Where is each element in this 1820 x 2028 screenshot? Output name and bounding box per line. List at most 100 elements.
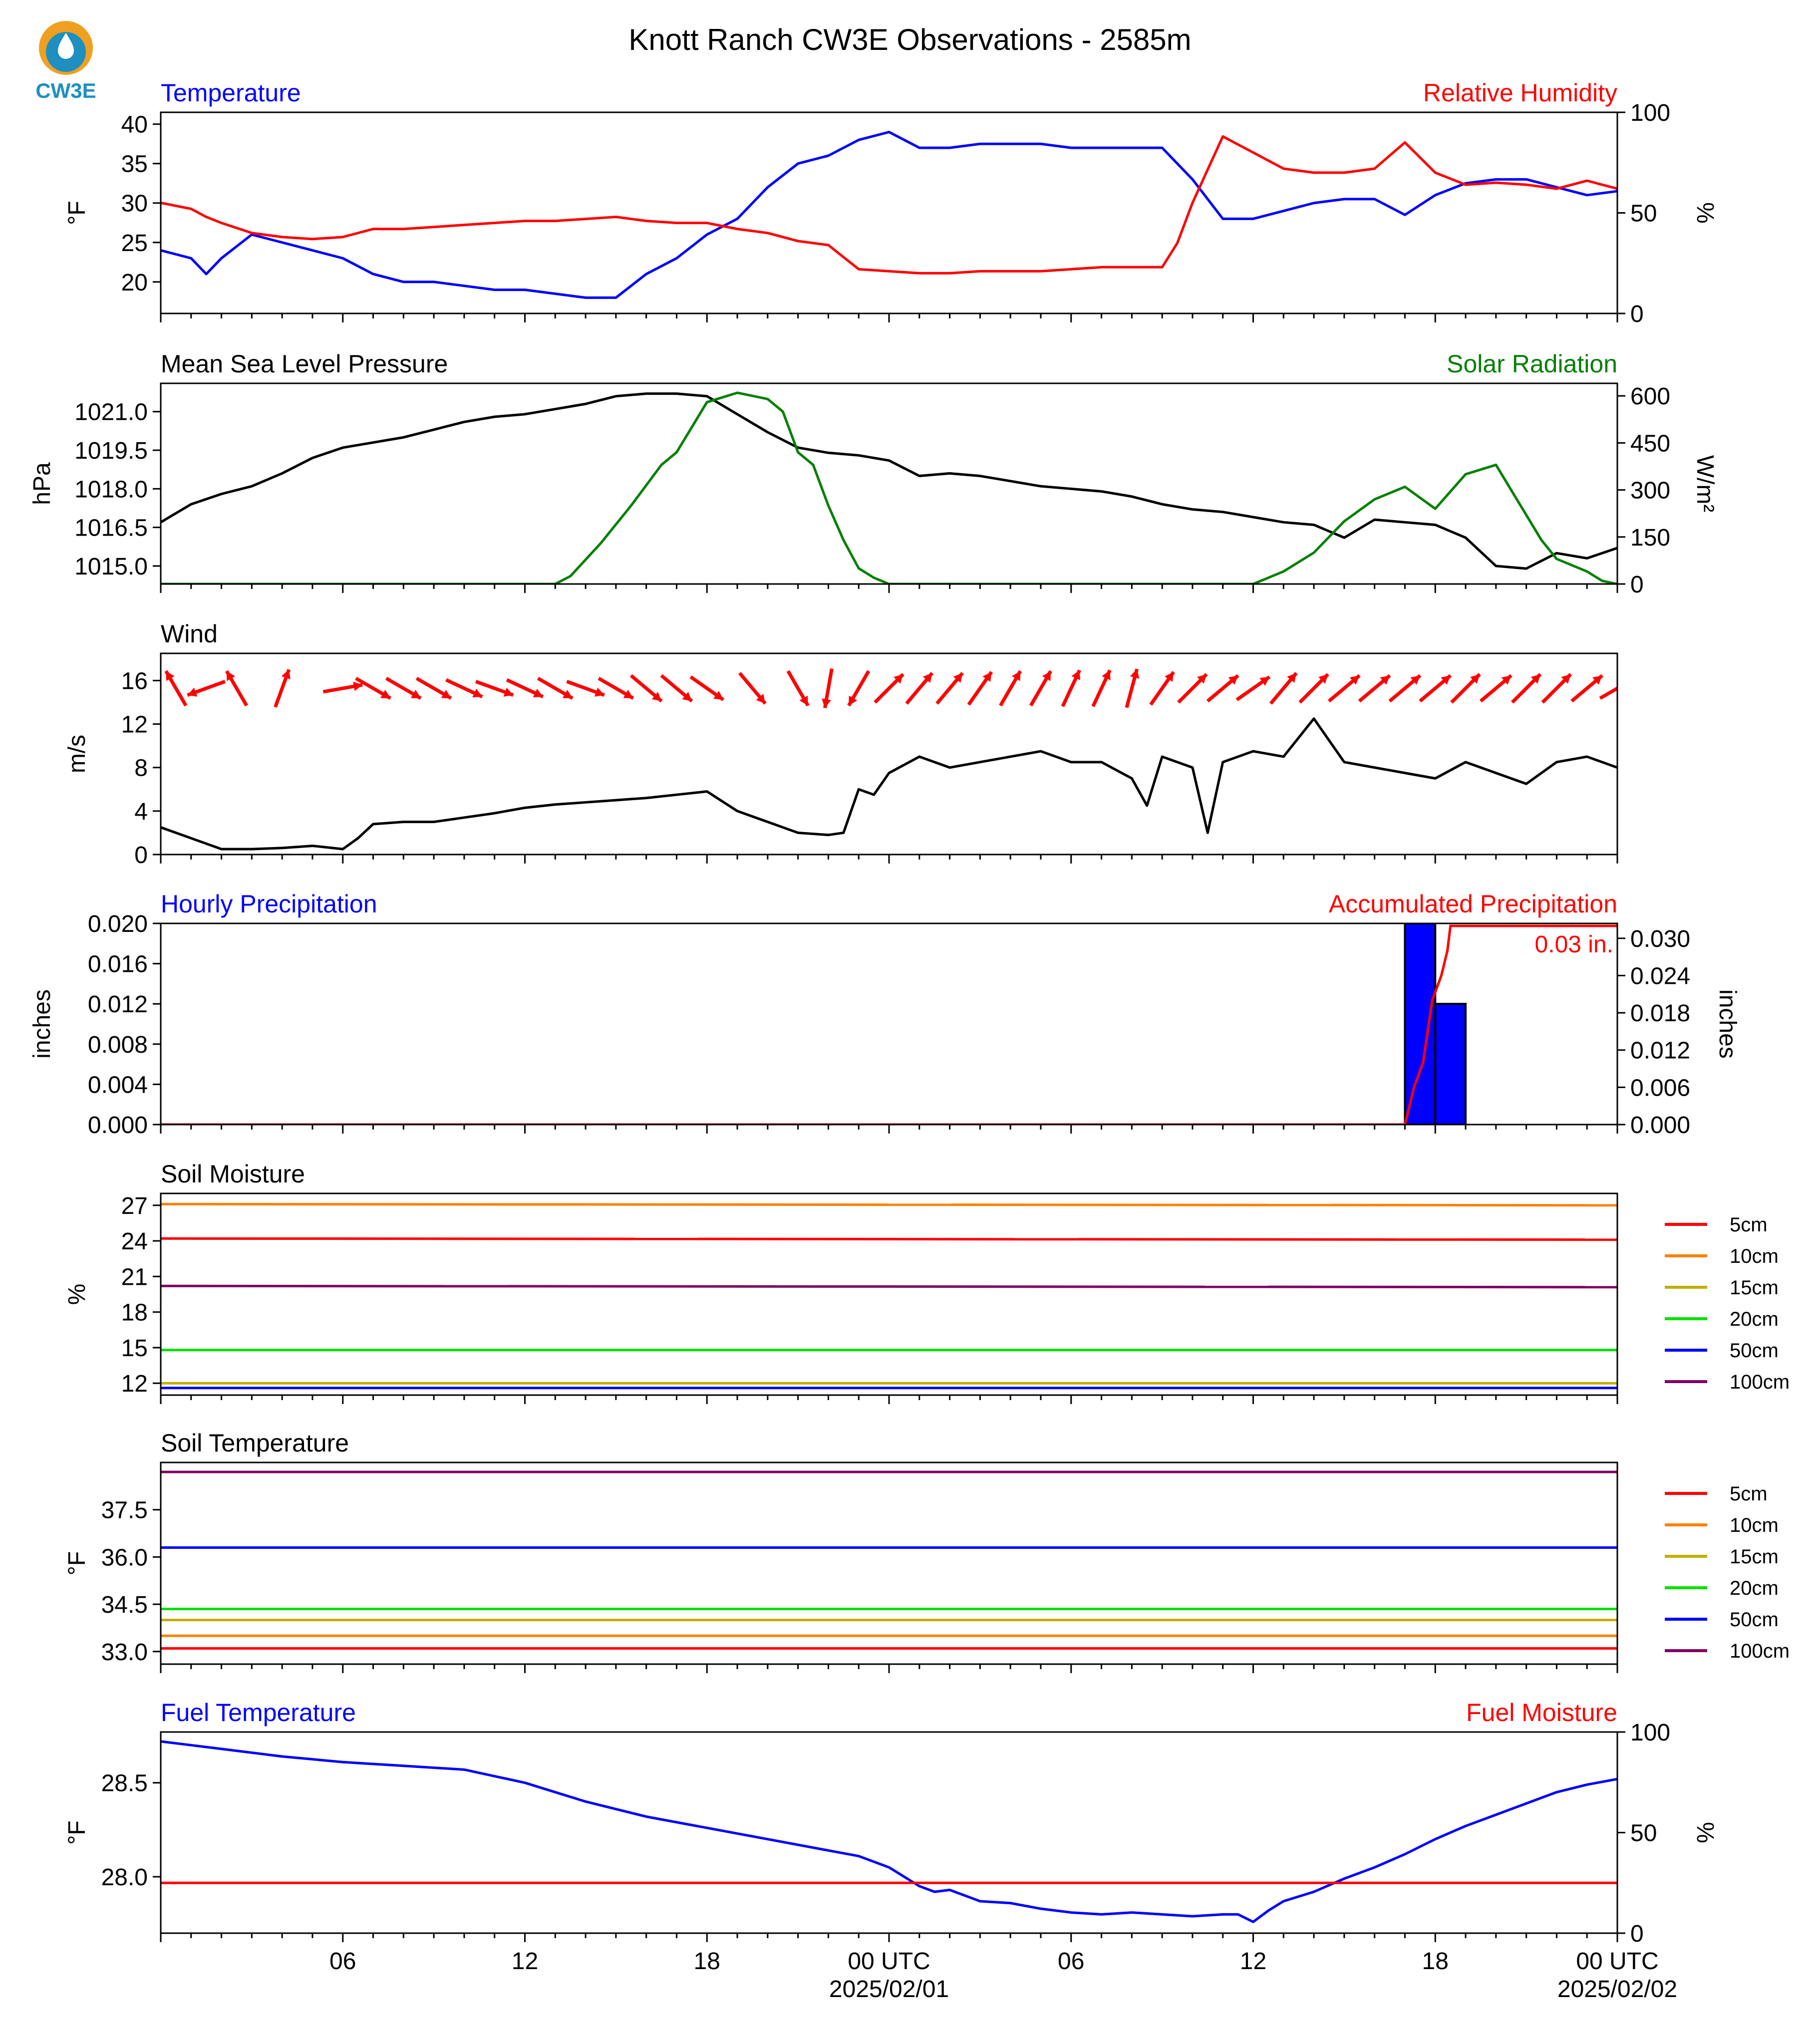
wind-arrow — [598, 676, 634, 700]
wind-arrow-head — [982, 672, 992, 682]
x-tick-label-group: 18 — [1422, 1948, 1449, 1975]
y-tick-label-right: 300 — [1630, 478, 1670, 504]
y-tick-label-left: 12 — [121, 1371, 148, 1397]
x-tick-label: 18 — [694, 1948, 720, 1975]
wind-arrow — [187, 680, 226, 697]
panel-title-right: Relative Humidity — [1423, 79, 1617, 107]
y-tick-label-right: 0.012 — [1630, 1038, 1690, 1064]
x-tick-label: 18 — [1422, 1948, 1449, 1975]
panel-data — [161, 131, 1617, 299]
panel-title-right: Solar Radiation — [1447, 350, 1617, 378]
panels-group: Temperature Relative Humidity403530252010… — [29, 79, 1741, 1947]
legend-label: 5cm — [1730, 1214, 1768, 1236]
wind-arrow — [967, 671, 993, 706]
wind-arrow-head — [1102, 670, 1111, 680]
wind-arrow-head — [1071, 670, 1080, 680]
wind-arrow — [322, 681, 363, 694]
wind-arrow — [660, 674, 693, 703]
panel-data — [161, 923, 1617, 1125]
wind-arrow — [847, 670, 871, 707]
wind-arrow-head — [410, 689, 421, 698]
wind-arrow-head — [353, 681, 363, 691]
wind-arrow-head — [1287, 673, 1297, 683]
panel-data — [161, 391, 1617, 584]
logo-drop-icon — [58, 33, 74, 59]
wind-arrow — [415, 676, 452, 700]
y-tick-label-right: 450 — [1630, 430, 1670, 457]
wind-arrow-head — [187, 687, 198, 697]
series-10cm — [161, 1202, 1617, 1207]
wind-arrow-head — [281, 669, 291, 680]
y-tick-label-left: 28.0 — [101, 1864, 148, 1891]
wind-arrow-head — [623, 689, 633, 698]
y-tick-label-left: 16 — [121, 668, 148, 694]
y-tick-label-right: 0 — [1630, 572, 1644, 598]
panel-1: Temperature Relative Humidity 40 35 30 25 20 10… — [64, 79, 1718, 327]
y-tick-label-left: 0.016 — [88, 951, 148, 978]
wind-arrow-head — [166, 671, 175, 681]
legend-label: 50cm — [1730, 1340, 1779, 1362]
wind-arrow-head — [1592, 675, 1602, 685]
wind-arrow-head — [1197, 674, 1207, 684]
panel-title-left: Soil Temperature — [161, 1429, 349, 1457]
wind-arrow — [225, 670, 249, 707]
y-axis-label-left: m/s — [64, 735, 90, 773]
x-tick-label: 12 — [1240, 1948, 1266, 1975]
wind-arrow — [786, 670, 810, 707]
panel-7: Fuel Temperature Fuel Moisture 28.5 28.0 100… — [64, 1699, 1718, 1947]
x-tick-label: 00 UTC — [848, 1948, 930, 1975]
panel-title-right: Fuel Moisture — [1466, 1699, 1617, 1727]
legend-label: 5cm — [1730, 1483, 1768, 1505]
legend-label: 10cm — [1730, 1514, 1779, 1536]
y-tick-label-left: 4 — [134, 799, 148, 825]
y-tick-label-left: 1015.0 — [74, 554, 148, 580]
wind-arrow-head — [1259, 677, 1270, 686]
y-tick-label-left: 1018.0 — [74, 476, 148, 503]
y-tick-label-left: 0.020 — [88, 911, 148, 937]
y-tick-label-right: 0.024 — [1630, 963, 1690, 989]
wind-arrow — [537, 676, 574, 700]
y-tick-label-left: 1021.0 — [74, 399, 148, 426]
wind-arrow — [164, 670, 188, 707]
wind-arrow — [1511, 673, 1542, 704]
series-100cm — [161, 1284, 1617, 1289]
y-tick-label-left: 34.5 — [101, 1592, 148, 1618]
panel-title-left: Hourly Precipitation — [161, 890, 377, 918]
y-tick-label-left: 8 — [134, 755, 148, 782]
wind-arrow — [935, 672, 964, 705]
y-tick-label-right: 0 — [1630, 301, 1644, 327]
series-relative-humidity — [161, 135, 1617, 275]
y-tick-label-left: 15 — [121, 1335, 148, 1362]
wind-arrow-head — [1561, 674, 1571, 684]
panel-frame — [160, 1192, 1618, 1396]
wind-arrow — [689, 675, 725, 701]
wind-arrow — [1029, 670, 1052, 707]
wind-arrow — [1358, 674, 1391, 703]
wind-arrow-shaft — [1599, 686, 1617, 700]
x-tick-label-group: 12 — [512, 1948, 538, 1975]
wind-arrow-head — [713, 691, 724, 700]
x-tick-label: 00 UTC — [1576, 1948, 1658, 1975]
wind-arrow-head — [562, 689, 573, 698]
y-axis-label-right: % — [1692, 1822, 1718, 1843]
wind-arrow — [738, 672, 767, 705]
y-tick-label-left: 21 — [121, 1264, 148, 1290]
x-tick-label: 06 — [1058, 1948, 1084, 1975]
legend-soil-temperature: 5cm 10cm 15cm 20cm 50cm 100cm — [1665, 1483, 1790, 1662]
wind-arrow — [1206, 674, 1239, 703]
wind-arrow — [1091, 669, 1112, 707]
y-tick-label-left: 0.004 — [88, 1072, 148, 1098]
wind-arrow-head — [953, 673, 963, 683]
legend-label: 50cm — [1730, 1609, 1779, 1631]
wind-arrow-head — [1165, 672, 1174, 682]
wind-arrow-head — [472, 688, 483, 698]
y-tick-label-left: 30 — [121, 191, 148, 217]
y-tick-label-left: 36.0 — [101, 1544, 148, 1571]
wind-arrow — [1235, 675, 1271, 701]
wind-arrow-head — [1228, 675, 1238, 685]
wind-arrow — [1541, 673, 1572, 704]
y-tick-label-right: 0.018 — [1630, 1000, 1690, 1027]
y-axis-label-left: inches — [29, 989, 55, 1059]
panel-frame — [160, 652, 1618, 856]
wind-arrow — [1479, 674, 1513, 703]
